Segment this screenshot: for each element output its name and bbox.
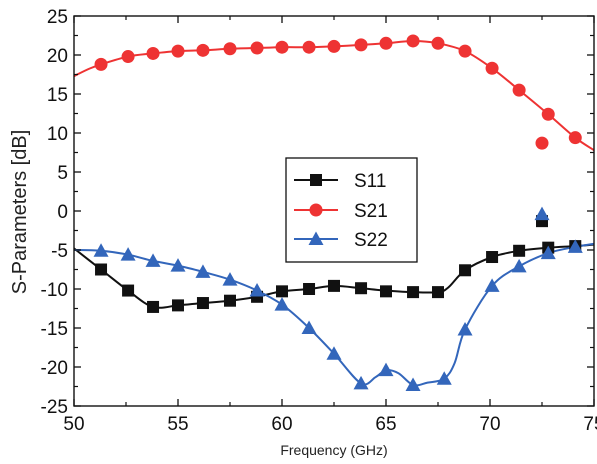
data-point-s22 — [170, 258, 186, 272]
data-point-s22 — [534, 206, 550, 221]
y-tick-label: -15 — [41, 319, 68, 340]
data-point-s21 — [250, 41, 264, 55]
data-point-s22 — [378, 362, 394, 377]
data-point-s21 — [541, 107, 555, 121]
data-point-s21 — [406, 34, 420, 48]
data-point-s21 — [196, 43, 210, 57]
plot-area — [74, 34, 594, 391]
data-point-s22 — [353, 375, 369, 390]
data-point-s22 — [484, 278, 500, 292]
data-point-s11 — [95, 263, 108, 276]
legend-label-s11: S11 — [354, 171, 386, 192]
legend-box — [285, 157, 418, 263]
data-point-s11 — [276, 285, 288, 298]
series-layer — [74, 34, 594, 391]
data-point-s22 — [540, 245, 556, 260]
data-point-s22 — [274, 297, 290, 311]
data-point-s21 — [354, 38, 368, 52]
data-point-s11 — [513, 244, 526, 257]
data-point-s22 — [326, 346, 342, 360]
x-tick-label: 55 — [167, 414, 188, 435]
data-point-s11 — [328, 279, 340, 292]
data-point-s22 — [145, 253, 161, 267]
y-tick-label: 25 — [47, 7, 68, 28]
data-point-s11 — [147, 300, 160, 313]
y-tick-label: 0 — [57, 202, 68, 223]
data-point-s21 — [302, 40, 316, 54]
legend-marker-s11 — [310, 174, 322, 186]
data-point-s22 — [195, 264, 211, 278]
data-point-s21 — [568, 131, 582, 145]
y-tick-label: -5 — [51, 241, 68, 262]
data-point-s21 — [458, 44, 472, 58]
y-axis-title: S-Parameters [dB] — [9, 130, 31, 295]
data-point-s11 — [303, 283, 316, 295]
data-point-s11 — [432, 286, 444, 299]
data-point-s21 — [146, 46, 160, 60]
y-tick-label: 5 — [57, 163, 68, 184]
legend-entry-s11: S11 — [294, 171, 386, 192]
legend-marker-s22 — [308, 231, 324, 245]
data-point-s11 — [224, 294, 236, 307]
legend-entry-s21: S21 — [294, 201, 388, 222]
data-point-s22 — [511, 258, 527, 273]
data-point-s22 — [249, 283, 265, 297]
data-point-s21 — [94, 57, 108, 71]
data-point-s11 — [196, 297, 209, 310]
x-tick-label: 65 — [375, 414, 396, 435]
data-point-s21 — [327, 39, 341, 53]
legend-label-s21: S21 — [354, 201, 388, 222]
data-point-s21 — [121, 50, 135, 64]
data-point-s21 — [275, 40, 289, 54]
data-point-s21 — [379, 36, 393, 50]
data-point-s22 — [301, 320, 317, 334]
data-point-s22 — [222, 272, 238, 286]
x-tick-label: 75 — [583, 414, 597, 435]
x-tick-label: 70 — [479, 414, 500, 435]
data-point-s22 — [120, 247, 136, 261]
data-point-s11 — [172, 299, 184, 312]
legend-marker-s21 — [309, 203, 323, 217]
y-tick-label: -20 — [41, 358, 68, 379]
data-point-s22 — [93, 243, 109, 257]
data-point-s22 — [457, 322, 473, 336]
data-point-s21 — [431, 36, 445, 50]
data-point-s11 — [459, 264, 472, 277]
series-line-s21 — [74, 39, 594, 152]
legend-entry-s22: S22 — [294, 230, 388, 251]
data-point-s11 — [355, 282, 368, 295]
data-point-s21 — [512, 83, 526, 97]
data-point-s21 — [171, 44, 185, 58]
legend-label-s22: S22 — [354, 230, 388, 251]
data-point-s11 — [122, 284, 135, 297]
y-tick-label: 10 — [47, 124, 68, 145]
y-tick-label: 15 — [47, 85, 68, 106]
data-point-s22 — [567, 239, 583, 253]
x-axis-title: Frequency (GHz) — [280, 442, 387, 458]
x-tick-label: 60 — [271, 414, 292, 435]
series-line-s11 — [74, 243, 594, 309]
data-point-s21 — [223, 42, 237, 56]
legend: S11 S21 S22 — [285, 157, 418, 263]
data-point-s11 — [407, 286, 420, 299]
data-point-s21 — [485, 61, 499, 75]
y-tick-label: 20 — [47, 46, 68, 67]
data-point-s11 — [380, 285, 392, 298]
ticks-layer: 50 55 60 65 70 75 -25 -20 -15 -10 -5 0 5 10 15 20 25 — [41, 7, 597, 435]
y-tick-label: -10 — [41, 280, 68, 301]
y-tick-label: -25 — [41, 397, 68, 418]
data-point-s11 — [486, 251, 499, 264]
data-point-s22 — [405, 377, 421, 391]
data-point-s21 — [535, 136, 549, 150]
x-tick-label: 50 — [63, 414, 84, 435]
data-point-s11 — [251, 290, 264, 303]
data-point-s22 — [436, 371, 452, 385]
